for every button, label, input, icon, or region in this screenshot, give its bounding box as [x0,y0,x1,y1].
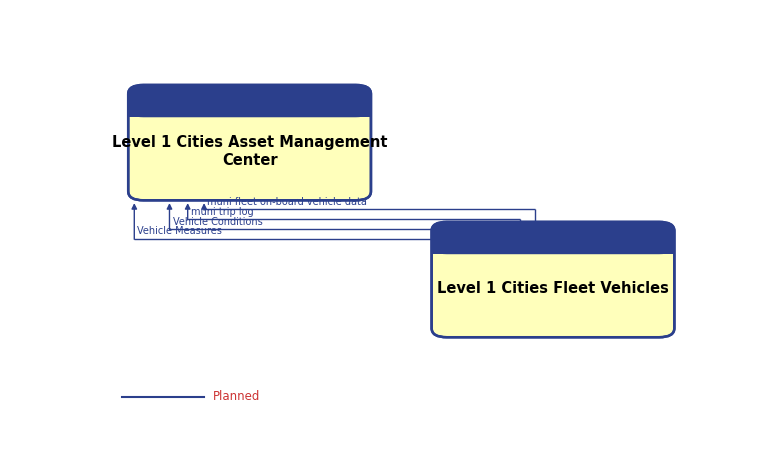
FancyBboxPatch shape [431,222,674,254]
Text: Level 1 Cities Fleet Vehicles: Level 1 Cities Fleet Vehicles [437,281,669,296]
Text: muni fleet on-board vehicle data: muni fleet on-board vehicle data [207,197,367,207]
FancyBboxPatch shape [431,222,674,337]
FancyBboxPatch shape [128,85,371,117]
Bar [431,238,674,254]
Text: muni trip log: muni trip log [191,207,254,217]
Text: Vehicle Measures: Vehicle Measures [137,227,222,236]
Text: Level 1 Cities Asset Management
Center: Level 1 Cities Asset Management Center [112,135,388,168]
Bar [128,101,371,117]
FancyBboxPatch shape [128,85,371,200]
Text: Vehicle Conditions: Vehicle Conditions [172,217,262,227]
Text: Planned: Planned [213,390,261,403]
